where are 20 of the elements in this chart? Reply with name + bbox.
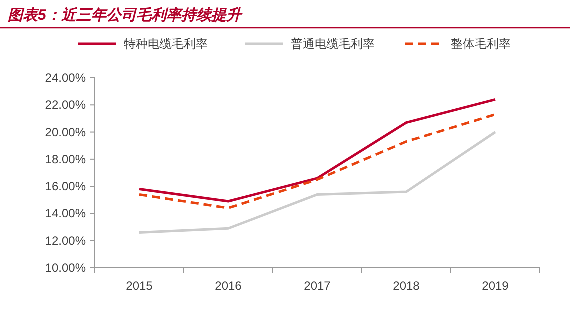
x-tick-label: 2017 <box>304 279 332 293</box>
legend-label: 特种电缆毛利率 <box>124 37 208 51</box>
y-tick-label: 24.00% <box>45 71 86 85</box>
x-tick-label: 2015 <box>126 279 154 293</box>
line-series <box>138 98 497 203</box>
line-series <box>138 131 497 234</box>
y-tick-label: 14.00% <box>45 206 86 221</box>
x-tick-label: 2018 <box>393 279 420 293</box>
legend-label: 整体毛利率 <box>451 37 511 51</box>
y-tick-label: 16.00% <box>45 180 86 194</box>
x-tick-label: 2019 <box>482 279 510 293</box>
y-tick-label: 22.00% <box>45 98 86 112</box>
y-tick-label: 10.00% <box>45 261 86 275</box>
y-tick-label: 20.00% <box>45 125 86 140</box>
x-tick-label: 2016 <box>215 279 242 293</box>
legend-label: 普通电缆毛利率 <box>291 37 375 51</box>
y-tick-label: 12.00% <box>45 234 86 248</box>
chart-title: 图表5：近三年公司毛利率持续提升 <box>8 6 244 24</box>
y-tick-label: 18.00% <box>45 152 86 166</box>
line-series <box>138 113 497 210</box>
